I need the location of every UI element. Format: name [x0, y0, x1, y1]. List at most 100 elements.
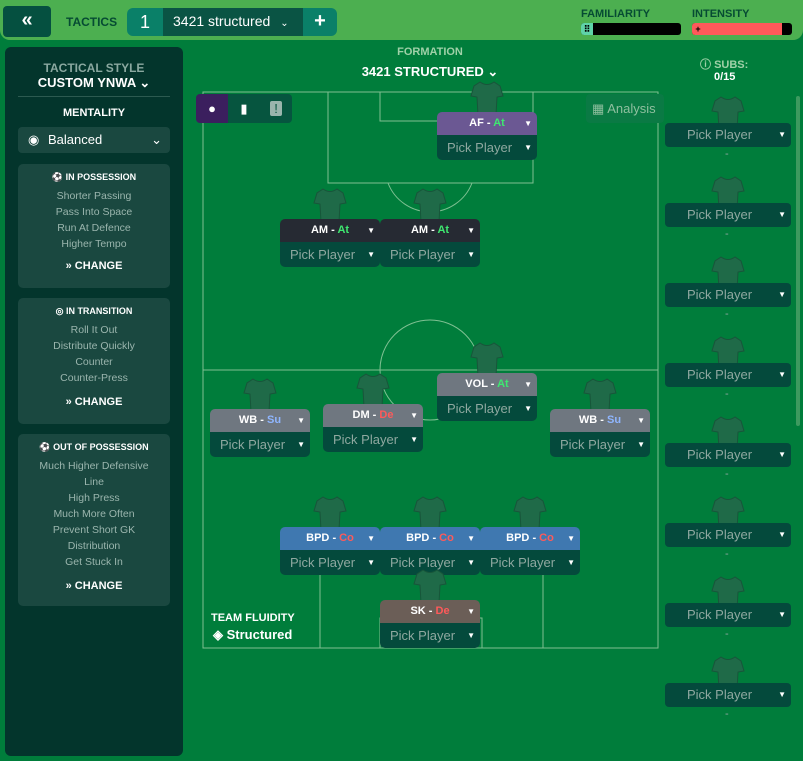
pick-player-label: Pick Player [390, 628, 456, 643]
caret-down-icon: ▼ [410, 435, 418, 444]
position-card: WB - Su ▼ Pick Player ▼ [210, 409, 310, 457]
change-button[interactable]: » CHANGE [65, 580, 123, 592]
pick-player-dropdown[interactable]: Pick Player ▼ [380, 242, 480, 267]
sub-pick-player-dropdown[interactable]: Pick Player ▼ [665, 443, 791, 467]
sub-pick-player-dropdown[interactable]: Pick Player ▼ [665, 683, 791, 707]
role-duty: At [493, 117, 505, 129]
role-dropdown[interactable]: DM - De ▼ [323, 404, 423, 427]
scrollbar[interactable] [796, 96, 800, 426]
in-transition-panel: ◎ IN TRANSITION Roll It Out Distribute Qu… [18, 298, 170, 424]
role-dropdown[interactable]: WB - Su ▼ [550, 409, 650, 432]
sub-pick-player-dropdown[interactable]: Pick Player ▼ [665, 203, 791, 227]
shirt-icon [356, 372, 390, 408]
pick-player-dropdown[interactable]: Pick Player ▼ [380, 550, 480, 575]
role-dropdown[interactable]: BPD - Co ▼ [380, 527, 480, 550]
analysis-button[interactable]: ▦ Analysis [586, 94, 664, 123]
role-dropdown[interactable]: AF - At ▼ [437, 112, 537, 135]
pick-player-dropdown[interactable]: Pick Player ▼ [323, 427, 423, 452]
caret-down-icon: ▼ [367, 226, 375, 235]
info-icon: ⓘ [700, 59, 711, 71]
shirt-icon [583, 377, 617, 413]
plus-icon: + [695, 24, 701, 34]
role-dropdown[interactable]: BPD - Co ▼ [480, 527, 580, 550]
sub-pick-player-dropdown[interactable]: Pick Player ▼ [665, 283, 791, 307]
role-dropdown[interactable]: AM - At ▼ [280, 219, 380, 242]
back-button[interactable]: « [3, 6, 51, 37]
team-fluidity-value[interactable]: ◈ Structured [213, 627, 292, 643]
caret-down-icon: ▼ [467, 631, 475, 640]
pick-player-label: Pick Player [560, 437, 626, 452]
caret-down-icon: ▼ [467, 558, 475, 567]
role-name: AM [310, 224, 329, 236]
caret-down-icon: ▼ [524, 380, 532, 389]
pick-player-dropdown[interactable]: Pick Player ▼ [437, 135, 537, 160]
instructions-view-button[interactable]: ! [260, 94, 292, 123]
instruction: Distribute Quickly [53, 340, 135, 352]
intensity-meter[interactable]: + [692, 23, 792, 35]
role-duty: Co [539, 532, 554, 544]
sub-pick-player-dropdown[interactable]: Pick Player ▼ [665, 523, 791, 547]
role-name: WB [578, 414, 598, 426]
caret-down-icon: ▼ [467, 534, 475, 543]
shirt-icon [711, 415, 745, 451]
role-dropdown[interactable]: WB - Su ▼ [210, 409, 310, 432]
tactic-dropdown[interactable]: 3421 structured ⌄ [163, 8, 303, 36]
familiarity-meter[interactable]: ⠿ [581, 23, 681, 35]
role-dropdown[interactable]: BPD - Co ▼ [280, 527, 380, 550]
formation-dropdown[interactable]: 3421 STRUCTURED ⌄ [340, 64, 520, 80]
pick-player-dropdown[interactable]: Pick Player ▼ [380, 623, 480, 648]
instruction: Line [84, 476, 104, 488]
chevron-down-icon: ⌄ [280, 18, 289, 29]
role-duty: De [379, 409, 394, 421]
intensity-label: INTENSITY [692, 8, 750, 20]
role-dropdown[interactable]: SK - De ▼ [380, 600, 480, 623]
caret-down-icon: ▼ [778, 370, 786, 379]
instruction: Higher Tempo [61, 238, 127, 250]
mentality-dropdown[interactable]: ◉ Balanced ⌄ [18, 127, 170, 153]
position-card: AM - At ▼ Pick Player ▼ [280, 219, 380, 267]
role-name: WB [238, 414, 258, 426]
instruction: Prevent Short GK [52, 524, 136, 536]
shirt-icon [711, 95, 745, 131]
caret-down-icon: ▼ [778, 530, 786, 539]
sub-pick-player-dropdown[interactable]: Pick Player ▼ [665, 363, 791, 387]
team-fluidity-label: TEAM FLUIDITY [211, 612, 295, 624]
caret-down-icon: ▼ [778, 210, 786, 219]
player-view-button[interactable]: ● [196, 94, 228, 123]
pick-player-dropdown[interactable]: Pick Player ▼ [480, 550, 580, 575]
shirt-icon [711, 255, 745, 291]
caret-down-icon: ▼ [367, 534, 375, 543]
chevron-down-icon: ⌄ [487, 64, 499, 79]
stats-view-button[interactable]: ▮ [228, 94, 260, 123]
bar-chart-icon: ▮ [240, 101, 248, 116]
tactical-style-dropdown[interactable]: CUSTOM YNWA ⌄ [5, 75, 183, 91]
mentality-icon: ◉ [28, 132, 40, 147]
sub-pick-player-dropdown[interactable]: Pick Player ▼ [665, 123, 791, 147]
tactic-name: 3421 structured [173, 13, 271, 29]
tactical-style-label: TACTICAL STYLE [43, 61, 145, 75]
instruction: Much Higher Defensive [39, 460, 149, 472]
tactic-number[interactable]: 1 [139, 12, 150, 32]
pick-player-dropdown[interactable]: Pick Player ▼ [280, 242, 380, 267]
tactics-sidebar: TACTICAL STYLE CUSTOM YNWA ⌄ MENTALITY ◉… [5, 47, 183, 756]
formation-label: FORMATION [397, 46, 463, 58]
pick-player-dropdown[interactable]: Pick Player ▼ [210, 432, 310, 457]
change-button[interactable]: » CHANGE [65, 260, 123, 272]
subs-label-text: SUBS: [714, 59, 749, 71]
sub-pick-player-dropdown[interactable]: Pick Player ▼ [665, 603, 791, 627]
role-name: VOL [465, 378, 488, 390]
divider [18, 96, 170, 97]
role-duty: Co [339, 532, 354, 544]
role-dropdown[interactable]: AM - At ▼ [380, 219, 480, 242]
caret-down-icon: ▼ [410, 411, 418, 420]
add-tactic-button[interactable]: + [314, 10, 326, 32]
pick-player-dropdown[interactable]: Pick Player ▼ [280, 550, 380, 575]
role-dropdown[interactable]: VOL - At ▼ [437, 373, 537, 396]
pick-player-dropdown[interactable]: Pick Player ▼ [437, 396, 537, 421]
change-button[interactable]: » CHANGE [65, 396, 123, 408]
analysis-label: Analysis [607, 101, 656, 116]
shirt-icon [711, 175, 745, 211]
pick-player-dropdown[interactable]: Pick Player ▼ [550, 432, 650, 457]
caret-down-icon: ▼ [778, 610, 786, 619]
sub-empty-marker: - [725, 628, 729, 640]
